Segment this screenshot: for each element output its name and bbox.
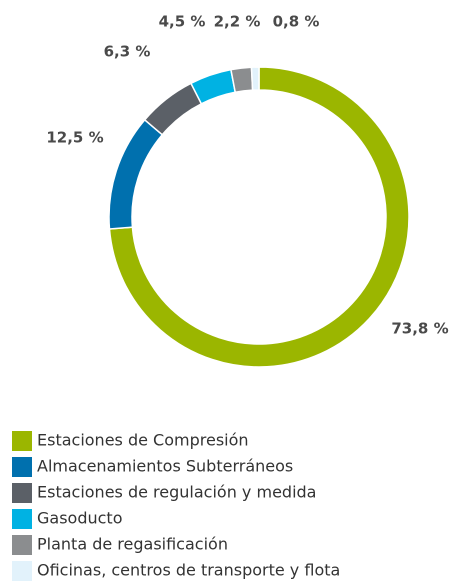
- legend-label: Gasoducto: [37, 509, 122, 528]
- legend-label: Planta de regasificación: [37, 535, 228, 554]
- legend-label: Oficinas, centros de transporte y flota: [37, 561, 340, 580]
- data-label: 6,3 %: [104, 43, 151, 61]
- data-label: 4,5 %: [159, 13, 206, 31]
- data-label: 12,5 %: [46, 129, 103, 147]
- legend-swatch: [12, 561, 32, 581]
- donut-slice: [250, 66, 260, 91]
- legend-swatch: [12, 431, 32, 451]
- donut-slice: [108, 118, 164, 230]
- donut-slice: [143, 82, 203, 136]
- data-label: 73,8 %: [391, 320, 448, 338]
- legend-label: Estaciones de regulación y medida: [37, 483, 316, 502]
- legend-swatch: [12, 509, 32, 529]
- data-label: 0,8 %: [273, 13, 320, 31]
- legend-label: Estaciones de Compresión: [37, 431, 249, 450]
- legend-swatch: [12, 535, 32, 555]
- legend-swatch: [12, 457, 32, 477]
- donut-slice: [230, 66, 254, 94]
- legend-label: Almacenamientos Subterráneos: [37, 457, 293, 476]
- legend-swatch: [12, 483, 32, 503]
- donut-slice: [108, 66, 410, 368]
- data-label: 2,2 %: [214, 13, 261, 31]
